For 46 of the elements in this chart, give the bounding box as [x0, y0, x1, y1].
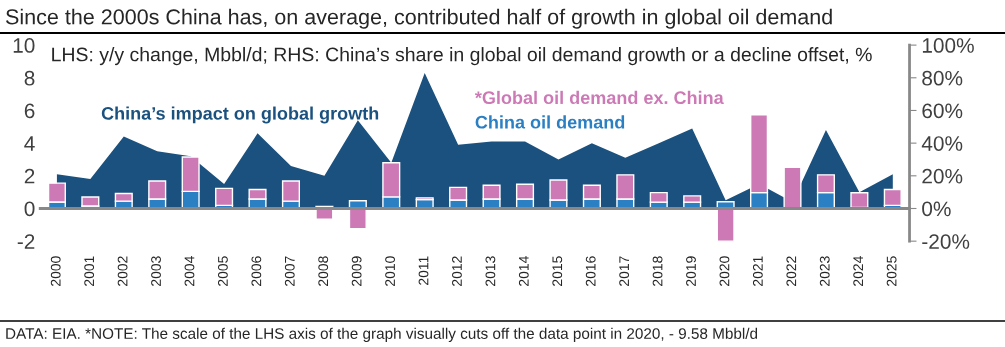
x-tick-label: 2025 [886, 256, 897, 286]
x-tick-label: 2023 [819, 256, 830, 286]
y-tick-label: -2 [17, 234, 35, 249]
x-tick-label: 2013 [485, 256, 496, 286]
x-tick-label: 2006 [251, 256, 262, 286]
x-tick-label: 2014 [518, 256, 529, 286]
x-tick-label: 2020 [719, 256, 730, 286]
x-tick-label: 2021 [752, 256, 763, 286]
x-tick-label: 2008 [318, 256, 329, 286]
x-tick-label: 2010 [385, 256, 395, 286]
y-tick-label: 2 [24, 168, 35, 184]
x-tick-label: 2011 [418, 256, 429, 285]
series-label: China’s impact on global growth [101, 106, 379, 124]
text: DATA: EIA. *NOTE: The scale of the LHS axis of the graph visually cuts off the data point in 2020, - 9.58 Mbbl/d [6, 327, 758, 342]
x-tick-label: 2019 [686, 256, 696, 286]
y2-tick-label: 0% [922, 201, 951, 217]
text: China oil demand [475, 115, 625, 129]
x-tick-label: 2022 [786, 256, 797, 286]
y-tick-label: 0 [24, 201, 35, 217]
chart-title: Since the 2000s China has, on average, contributed half of growth in global oil demand [6, 8, 832, 29]
x-tick-label: 2000 [50, 256, 61, 286]
y-tick-label: 8 [24, 70, 35, 86]
x-tick-label: 2012 [452, 256, 462, 286]
y2-tick-label: 80% [922, 70, 963, 86]
y2-tick-label: 40% [921, 136, 963, 151]
x-tick-label: 2002 [117, 256, 128, 286]
x-tick-label: 2004 [184, 256, 195, 286]
x-tick-label: 2018 [652, 256, 663, 286]
x-tick-label: 2017 [619, 256, 630, 286]
annotation: LHS: y/y change, Mbbl/d; RHS: China’s share in global oil demand growth or a decline offset, % [52, 47, 872, 66]
y2-tick-label: 20% [922, 168, 963, 184]
x-tick-label: 2005 [217, 256, 228, 286]
y2-tick-label: 60% [922, 103, 963, 119]
y-tick-label: 4 [24, 136, 35, 151]
y-tick-label: 10 [13, 38, 35, 53]
series-label: *Global oil demand ex. China [474, 90, 724, 105]
y2-tick-label: 100% [922, 38, 974, 53]
x-tick-label: 2009 [351, 256, 362, 286]
x-tick-label: 2016 [585, 256, 596, 286]
y-tick-label: 6 [24, 103, 35, 119]
x-tick-label: 2015 [552, 256, 563, 286]
y2-tick-label: -20% [922, 234, 970, 249]
x-tick-label: 2001 [84, 256, 95, 286]
x-tick-label: 2003 [151, 256, 161, 286]
x-tick-label: 2024 [853, 256, 864, 286]
x-tick-label: 2007 [284, 256, 295, 286]
